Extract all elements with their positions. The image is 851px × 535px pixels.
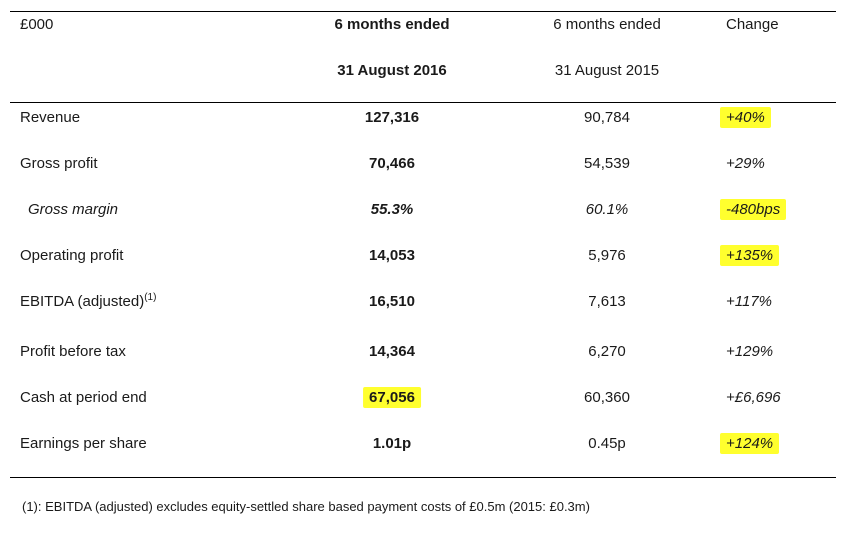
row-current-cash: 67,056: [363, 387, 421, 408]
col-change: Change: [726, 16, 779, 33]
row-change-gross-profit: +29%: [726, 155, 765, 172]
col-current-line1: 6 months ended: [334, 16, 450, 33]
row-prior-gross-profit: 54,539: [584, 155, 630, 172]
row-label-revenue: Revenue: [20, 109, 81, 126]
row-label-gross-profit: Gross profit: [20, 155, 98, 172]
highlight-change-operating-profit: +135%: [720, 245, 780, 266]
ebitda-label-text: EBITDA (adjusted): [20, 293, 145, 310]
col-prior-line2: 31 August 2015: [554, 62, 660, 79]
unit-label: £000: [20, 16, 54, 33]
highlight-change-eps: +124%: [720, 433, 780, 454]
row-change-cash: +£6,696: [726, 389, 781, 406]
row-change-profit-before-tax: +129%: [726, 343, 774, 360]
highlight-change-revenue: +40%: [720, 107, 771, 128]
row-label-eps: Earnings per share: [20, 435, 147, 452]
row-label-operating-profit: Operating profit: [20, 247, 124, 264]
row-change-gross-margin: -480bps: [720, 199, 787, 220]
row-prior-gross-margin: 60.1%: [585, 201, 629, 218]
footnote: (1): EBITDA (adjusted) excludes equity-s…: [22, 499, 590, 514]
row-change-ebitda: +117%: [726, 293, 773, 310]
row-prior-operating-profit: 5,976: [588, 247, 626, 264]
row-current-gross-margin: 55.3%: [370, 201, 414, 218]
row-current-gross-profit: 70,466: [369, 155, 415, 172]
bottom-rule: [10, 477, 836, 478]
row-prior-ebitda: 7,613: [588, 293, 626, 310]
row-change-operating-profit: +135%: [720, 245, 780, 266]
row-current-profit-before-tax: 14,364: [369, 343, 415, 360]
top-rule: [10, 11, 836, 12]
highlight-current-cash: 67,056: [363, 387, 421, 408]
col-prior-line1: 6 months ended: [553, 16, 661, 33]
header-rule: [10, 102, 836, 103]
col-current-line2: 31 August 2016: [337, 62, 447, 79]
row-label-cash: Cash at period end: [20, 389, 147, 406]
row-current-revenue: 127,316: [364, 109, 420, 126]
row-label-gross-margin: Gross margin: [28, 201, 119, 218]
row-prior-profit-before-tax: 6,270: [588, 343, 626, 360]
row-change-revenue: +40%: [720, 107, 771, 128]
row-prior-cash: 60,360: [584, 389, 630, 406]
row-label-ebitda: EBITDA (adjusted)(1): [20, 293, 156, 311]
row-current-eps: 1.01p: [372, 435, 412, 452]
highlight-change-gross-margin: -480bps: [720, 199, 787, 220]
row-current-ebitda: 16,510: [369, 293, 415, 310]
row-prior-revenue: 90,784: [584, 109, 630, 126]
row-prior-eps: 0.45p: [588, 435, 626, 452]
row-change-eps: +124%: [720, 433, 780, 454]
row-label-profit-before-tax: Profit before tax: [20, 343, 126, 360]
row-current-operating-profit: 14,053: [369, 247, 415, 264]
ebitda-footnote-marker: (1): [144, 292, 157, 303]
